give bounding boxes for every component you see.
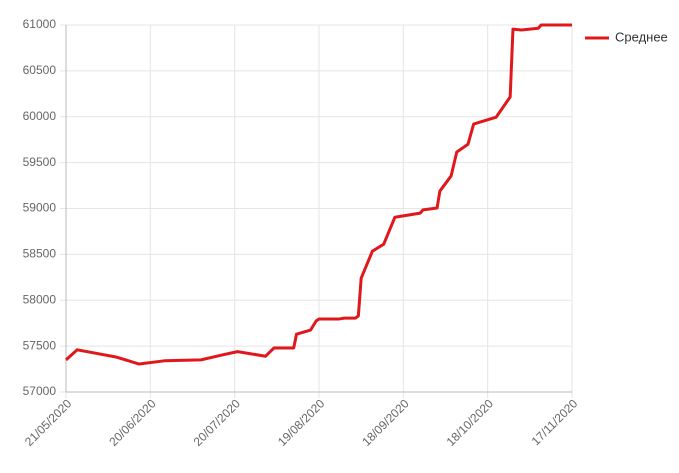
y-tick-label: 59000 bbox=[23, 201, 57, 215]
y-tick-label: 60000 bbox=[23, 109, 57, 123]
y-tick-label: 58000 bbox=[23, 292, 57, 306]
y-tick-label: 59500 bbox=[23, 155, 57, 169]
y-tick-label: 58500 bbox=[23, 247, 57, 261]
x-tick-label: 20/06/2020 bbox=[106, 396, 159, 449]
x-tick-label: 20/07/2020 bbox=[191, 396, 244, 449]
y-tick-label: 57000 bbox=[23, 384, 57, 398]
x-tick-label: 19/08/2020 bbox=[275, 396, 328, 449]
line bbox=[64, 23, 572, 366]
y-tick-label: 60500 bbox=[23, 63, 57, 77]
x-tick-label: 17/11/2020 bbox=[529, 396, 581, 448]
legend-label: Среднее bbox=[615, 29, 668, 44]
x-tick-label: 18/10/2020 bbox=[444, 396, 497, 449]
y-tick-label: 61000 bbox=[23, 17, 57, 31]
x-tick-label: 18/09/2020 bbox=[359, 396, 412, 449]
x-tick-label: 21/05/2020 bbox=[22, 396, 75, 449]
y-tick-label: 57500 bbox=[23, 338, 57, 352]
